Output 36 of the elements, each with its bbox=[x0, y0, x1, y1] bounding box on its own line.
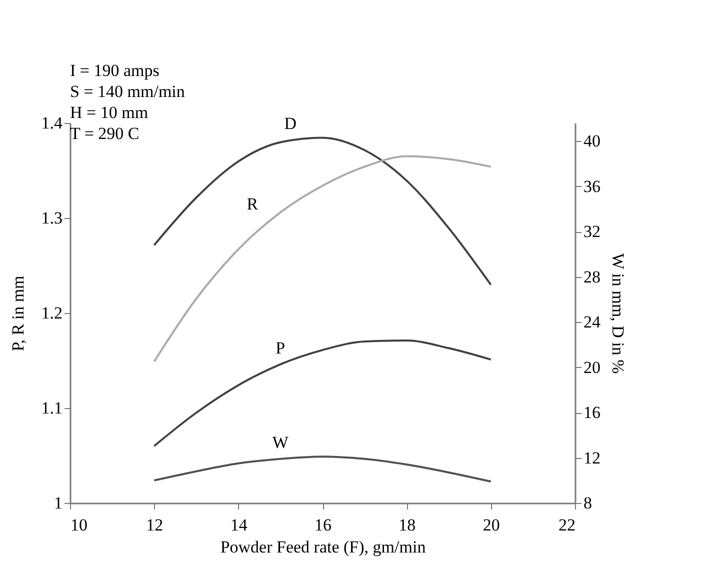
text: S = 140 mm/min bbox=[70, 82, 186, 101]
x-tick-label: 20 bbox=[482, 516, 500, 534]
line-series bbox=[153, 340, 492, 447]
x-tick-label: 12 bbox=[146, 516, 164, 534]
y-axis-title: P, R in mm bbox=[8, 276, 28, 352]
line-series bbox=[153, 456, 492, 483]
y2-tick-label: 28 bbox=[584, 267, 600, 286]
y2-tick-label: 20 bbox=[584, 358, 600, 377]
x-tick-label: 22 bbox=[558, 516, 576, 534]
line-series bbox=[153, 136, 492, 286]
y-tick-label: 1.3 bbox=[41, 208, 62, 228]
series-label: D bbox=[284, 114, 297, 134]
series-label: R bbox=[246, 194, 259, 214]
series-label: W bbox=[272, 432, 290, 452]
y2-axis-title: W in mm, D in % bbox=[608, 253, 628, 374]
x-tick-label: 10 bbox=[70, 516, 88, 534]
y-tick-label: 1 bbox=[54, 494, 62, 512]
y-tick-label: 1.4 bbox=[41, 114, 63, 132]
y2-tick-label: 36 bbox=[584, 176, 600, 196]
x-tick-label: 18 bbox=[398, 516, 416, 534]
line-series bbox=[153, 155, 492, 362]
x-axis-title: Powder Feed rate (F), gm/min bbox=[220, 538, 426, 556]
text: I = 190 amps bbox=[70, 61, 160, 80]
series-label: P bbox=[276, 338, 286, 358]
y-tick-label: 1.1 bbox=[41, 398, 62, 418]
x-tick-label: 14 bbox=[230, 516, 248, 534]
y2-tick-label: 40 bbox=[584, 132, 600, 151]
annotation: T = 290 C bbox=[70, 124, 140, 143]
x-tick-label: 16 bbox=[314, 516, 332, 534]
y-tick-label: 1.2 bbox=[41, 304, 62, 322]
text: H = 10 mm bbox=[70, 103, 148, 122]
y2-tick-label: 8 bbox=[584, 494, 592, 512]
y2-tick-label: 16 bbox=[584, 403, 600, 422]
y2-tick-label: 12 bbox=[584, 448, 600, 468]
y2-tick-label: 32 bbox=[584, 222, 600, 242]
y2-tick-label: 24 bbox=[584, 312, 601, 332]
